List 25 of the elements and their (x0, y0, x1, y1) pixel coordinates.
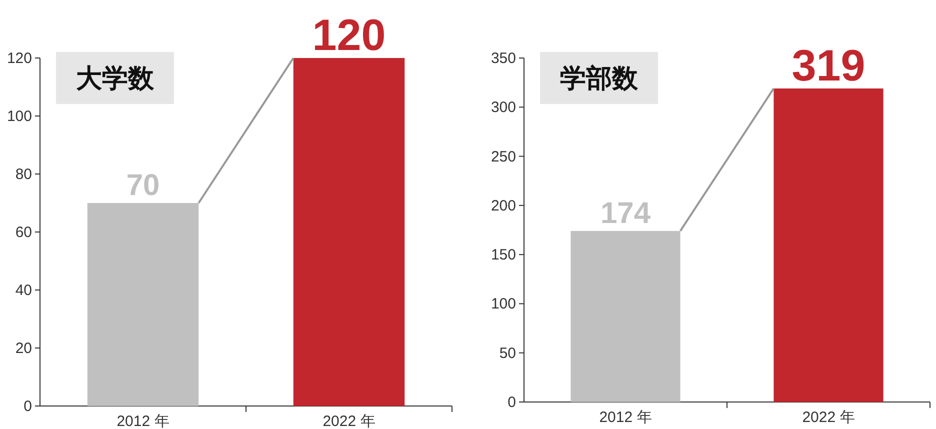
y-tick-label: 250 (490, 148, 516, 166)
y-tick-label: 300 (490, 99, 516, 116)
y-tick-label: 120 (6, 50, 32, 67)
x-tick-label: 2012 年 (116, 413, 170, 429)
y-tick-label: 50 (499, 344, 516, 362)
y-tick-label: 100 (490, 296, 516, 313)
y-tick-label: 350 (490, 50, 516, 67)
y-tick-label: 150 (490, 246, 516, 264)
y-tick-label: 60 (15, 224, 32, 241)
data-label: 174 (600, 196, 651, 230)
data-label: 319 (792, 41, 866, 90)
y-tick-label: 100 (6, 108, 32, 125)
y-tick-label: 80 (15, 166, 32, 183)
x-tick-label: 2022 年 (802, 409, 855, 426)
y-tick-label: 200 (490, 197, 516, 214)
y-tick-label: 0 (508, 394, 516, 411)
data-label: 70 (126, 169, 160, 202)
chart-title: 学部数 (560, 63, 639, 93)
chart-title: 大学数 (76, 63, 155, 93)
x-tick-label: 2012 年 (599, 409, 652, 426)
x-tick-label: 2022 年 (322, 413, 376, 429)
data-label: 120 (312, 11, 386, 60)
y-tick-label: 40 (15, 282, 32, 299)
y-tick-label: 0 (24, 398, 32, 415)
y-tick-label: 20 (15, 340, 32, 357)
